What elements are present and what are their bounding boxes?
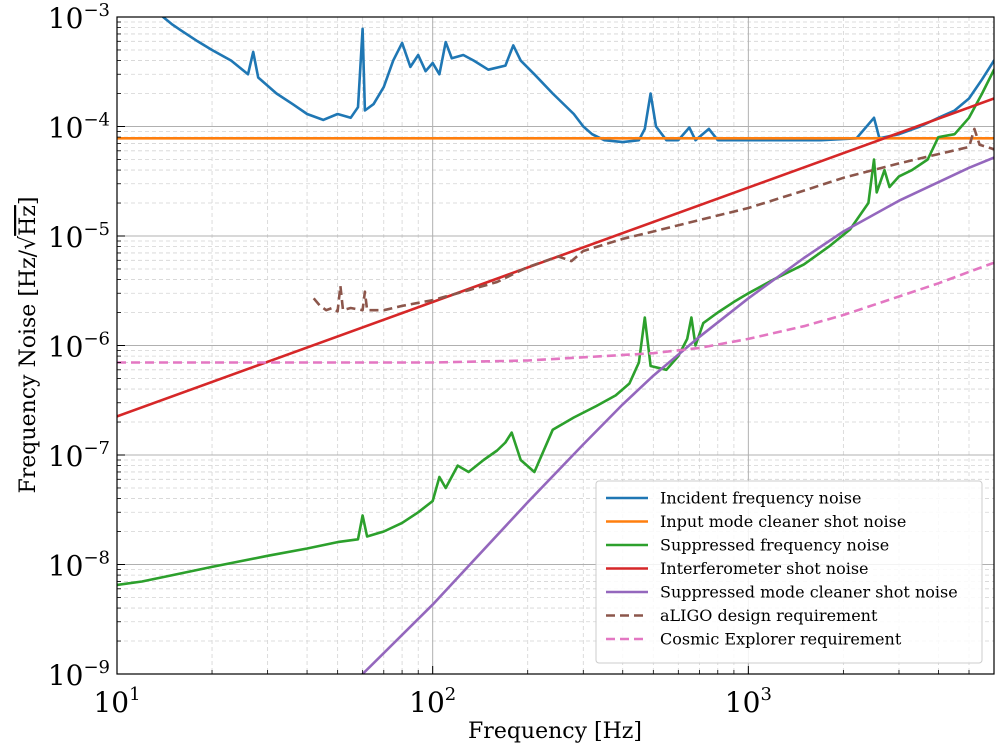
x-tick-label-base: 10: [725, 686, 761, 719]
legend-entry: Suppressed mode cleaner shot noise: [606, 583, 958, 602]
series-line-suppressed-frequency-noise: [117, 68, 994, 587]
x-tick-label: 103: [725, 684, 772, 719]
y-tick-label-base: 10: [48, 331, 84, 364]
y-tick-label-exponent: −4: [83, 110, 110, 131]
x-tick-label-base: 10: [93, 686, 129, 719]
legend-entry: Suppressed frequency noise: [606, 536, 889, 555]
legend-label: aLIGO design requirement: [660, 606, 878, 625]
y-axis-title-suffix: ]: [16, 197, 41, 206]
y-tick-label-base: 10: [48, 221, 84, 254]
axis-ticks: [116, 16, 995, 675]
y-tick-label-exponent: −3: [83, 0, 110, 21]
y-tick-label-base: 10: [48, 550, 84, 583]
x-tick-label: 102: [409, 684, 456, 719]
legend-label: Incident frequency noise: [660, 489, 861, 508]
y-tick-label: 10−8: [48, 548, 110, 583]
x-tick-label: 101: [93, 684, 140, 719]
legend-label: Suppressed mode cleaner shot noise: [660, 583, 958, 602]
y-tick-label: 10−4: [48, 110, 110, 145]
legend-label: Interferometer shot noise: [660, 559, 869, 578]
legend-label: Input mode cleaner shot noise: [660, 512, 906, 531]
series-line-suppressed-mode-cleaner-shot-noise: [361, 156, 994, 674]
legend-entries: Incident frequency noise Input mode clean…: [606, 489, 958, 649]
legend-box: [595, 480, 983, 664]
y-tick-label-exponent: −9: [83, 657, 110, 678]
y-axis-title: Frequency Noise [Hz/√Hz]: [16, 197, 41, 494]
legend-entry: Input mode cleaner shot noise: [606, 512, 906, 531]
y-tick-label-base: 10: [48, 2, 84, 35]
legend-label: Cosmic Explorer requirement: [660, 630, 902, 649]
y-tick-label: 10−6: [48, 329, 110, 364]
y-tick-label-exponent: −5: [83, 219, 110, 240]
y-tick-label-exponent: −8: [83, 548, 110, 569]
x-tick-label-exponent: 3: [760, 684, 771, 705]
y-axis-title-radicand: Hz: [16, 205, 41, 236]
x-tick-labels: 101 102 103: [93, 684, 771, 719]
y-axis-title-prefix: Frequency Noise [Hz/: [16, 249, 41, 493]
x-axis-title: Frequency [Hz]: [468, 719, 642, 744]
series-line-cosmic-explorer-requirement: [117, 261, 994, 364]
series-line-aligo-design-requirement: [312, 127, 994, 313]
legend-entry: Incident frequency noise: [606, 489, 861, 508]
legend-label: Suppressed frequency noise: [660, 536, 889, 555]
x-tick-label-exponent: 2: [445, 684, 456, 705]
x-tick-label-base: 10: [409, 686, 445, 719]
y-tick-label-base: 10: [48, 659, 84, 692]
y-tick-label-exponent: −7: [83, 438, 110, 459]
legend-entry: Cosmic Explorer requirement: [606, 630, 902, 649]
y-tick-label: 10−3: [48, 0, 110, 35]
svg-text:Frequency Noise [Hz/√Hz]: Frequency Noise [Hz/√Hz]: [16, 197, 41, 494]
legend-entry: Interferometer shot noise: [606, 559, 869, 578]
series-layer: [117, 17, 994, 674]
y-tick-label-base: 10: [48, 112, 84, 145]
sqrt-sign: √: [16, 235, 41, 250]
y-tick-label: 10−9: [48, 657, 110, 692]
series-line-interferometer-shot-noise: [117, 97, 994, 418]
y-tick-label-exponent: −6: [83, 329, 110, 350]
y-tick-labels: 10−910−810−710−610−510−410−3: [48, 0, 110, 692]
y-tick-label-base: 10: [48, 440, 84, 473]
y-tick-label: 10−5: [48, 219, 110, 254]
series-line-incident-frequency-noise: [161, 17, 994, 144]
x-tick-label-exponent: 1: [129, 684, 140, 705]
legend-entry: aLIGO design requirement: [606, 606, 878, 625]
y-tick-label: 10−7: [48, 438, 110, 473]
legend: Incident frequency noise Input mode clean…: [595, 480, 983, 664]
